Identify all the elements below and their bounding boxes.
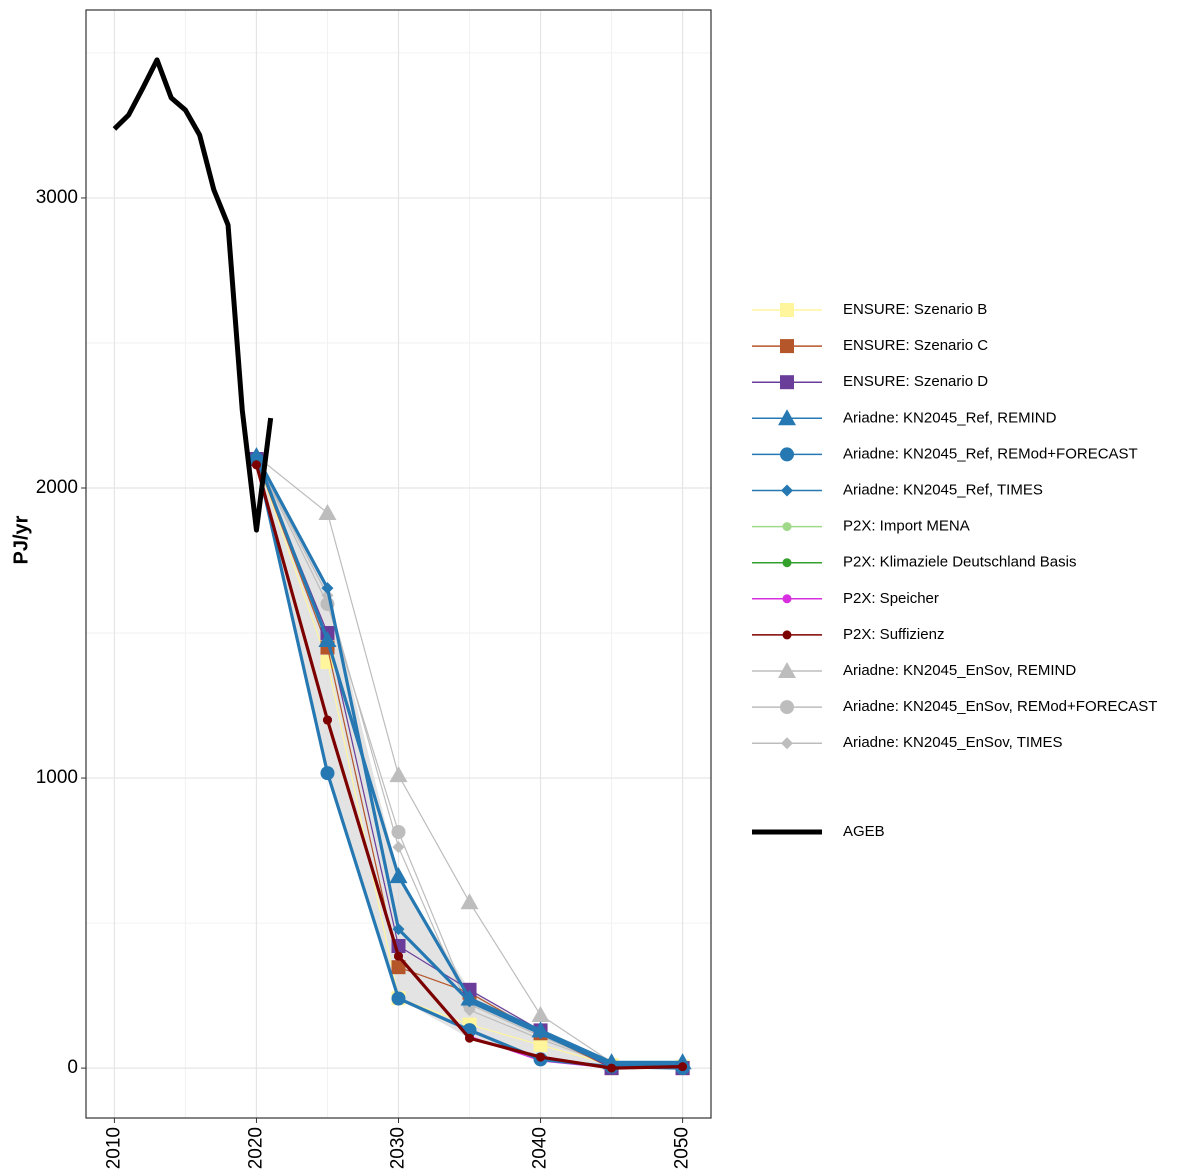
- marker: [251, 460, 261, 470]
- legend-label: Ariadne: KN2045_Ref, REMIND: [843, 409, 1057, 426]
- legend-label: ENSURE: Szenario C: [843, 337, 988, 354]
- marker: [389, 766, 408, 783]
- legend-label: Ariadne: KN2045_EnSov, REMIND: [843, 662, 1076, 679]
- y-tick-label: 1000: [36, 767, 78, 788]
- legend-label: P2X: Import MENA: [843, 518, 970, 535]
- marker: [391, 991, 406, 1006]
- marker: [607, 1063, 617, 1073]
- y-tick-label: 0: [67, 1057, 78, 1078]
- reference-line: [112, 57, 274, 533]
- legend-item: Ariadne: KN2045_EnSov, TIMES: [752, 734, 1063, 751]
- marker: [534, 1027, 547, 1040]
- marker: [780, 375, 794, 390]
- marker: [392, 841, 405, 854]
- marker: [531, 1006, 550, 1023]
- x-tick-label: 2010: [103, 1127, 124, 1169]
- legend-item: Ariadne: KN2045_Ref, REMIND: [752, 409, 1057, 426]
- y-tick-label: 3000: [36, 187, 78, 208]
- marker: [394, 951, 403, 961]
- marker: [460, 893, 479, 910]
- marker: [678, 1062, 688, 1072]
- marker: [782, 594, 792, 604]
- marker: [778, 662, 796, 678]
- marker: [463, 995, 476, 1008]
- legend-label: Ariadne: KN2045_EnSov, TIMES: [843, 734, 1063, 751]
- marker: [322, 715, 332, 725]
- x-tick-label: 2040: [530, 1127, 551, 1169]
- marker: [781, 737, 793, 750]
- legend-item: ENSURE: Szenario D: [752, 373, 988, 390]
- legend-item: P2X: Speicher: [752, 590, 939, 607]
- marker: [465, 1033, 475, 1043]
- legend-label: Ariadne: KN2045_Ref, TIMES: [843, 481, 1043, 498]
- legend-label: Ariadne: KN2045_Ref, REMod+FORECAST: [843, 445, 1138, 462]
- legend-label: ENSURE: Szenario D: [843, 373, 988, 390]
- legend-label: AGEB: [843, 823, 885, 840]
- legend-item: P2X: Klimaziele Deutschland Basis: [752, 554, 1076, 571]
- marker: [391, 825, 406, 840]
- legend-label: P2X: Speicher: [843, 590, 939, 607]
- legend-label: ENSURE: Szenario B: [843, 301, 987, 318]
- marker: [389, 867, 408, 884]
- marker: [780, 303, 794, 317]
- marker: [778, 409, 796, 426]
- y-axis-label: PJ/yr: [10, 515, 32, 564]
- legend-label: P2X: Suffizienz: [843, 626, 944, 643]
- x-tick-label: 2020: [245, 1127, 266, 1169]
- marker: [780, 339, 794, 354]
- legend-item: Ariadne: KN2045_Ref, TIMES: [752, 481, 1043, 498]
- legend-item: Ariadne: KN2045_EnSov, REMIND: [752, 662, 1076, 679]
- legend-label: P2X: Klimaziele Deutschland Basis: [843, 554, 1076, 571]
- marker: [392, 923, 405, 936]
- x-tick-label: 2050: [672, 1127, 693, 1169]
- legend-item: Ariadne: KN2045_Ref, REMod+FORECAST: [752, 445, 1138, 462]
- marker: [321, 582, 334, 595]
- legend-item: P2X: Suffizienz: [752, 626, 944, 643]
- legend-item: ENSURE: Szenario B: [752, 301, 987, 318]
- marker: [318, 630, 337, 647]
- legend-item: P2X: Import MENA: [752, 518, 970, 535]
- legend-item: ENSURE: Szenario C: [752, 337, 988, 354]
- marker: [463, 1004, 476, 1017]
- marker: [318, 503, 337, 520]
- y-tick-label: 2000: [36, 477, 78, 498]
- plot-border: [85, 9, 712, 1119]
- marker: [782, 558, 792, 568]
- marker: [780, 700, 794, 715]
- marker: [782, 522, 792, 532]
- x-tick-label: 2030: [388, 1127, 409, 1169]
- marker: [536, 1052, 546, 1062]
- marker: [391, 960, 406, 975]
- legend-label: Ariadne: KN2045_EnSov, REMod+FORECAST: [843, 698, 1157, 715]
- marker: [250, 450, 263, 463]
- marker: [320, 766, 335, 781]
- marker: [782, 630, 792, 640]
- legend-item: Ariadne: KN2045_EnSov, REMod+FORECAST: [752, 698, 1157, 715]
- marker: [533, 1037, 548, 1052]
- marker: [781, 484, 793, 497]
- marker: [780, 447, 794, 462]
